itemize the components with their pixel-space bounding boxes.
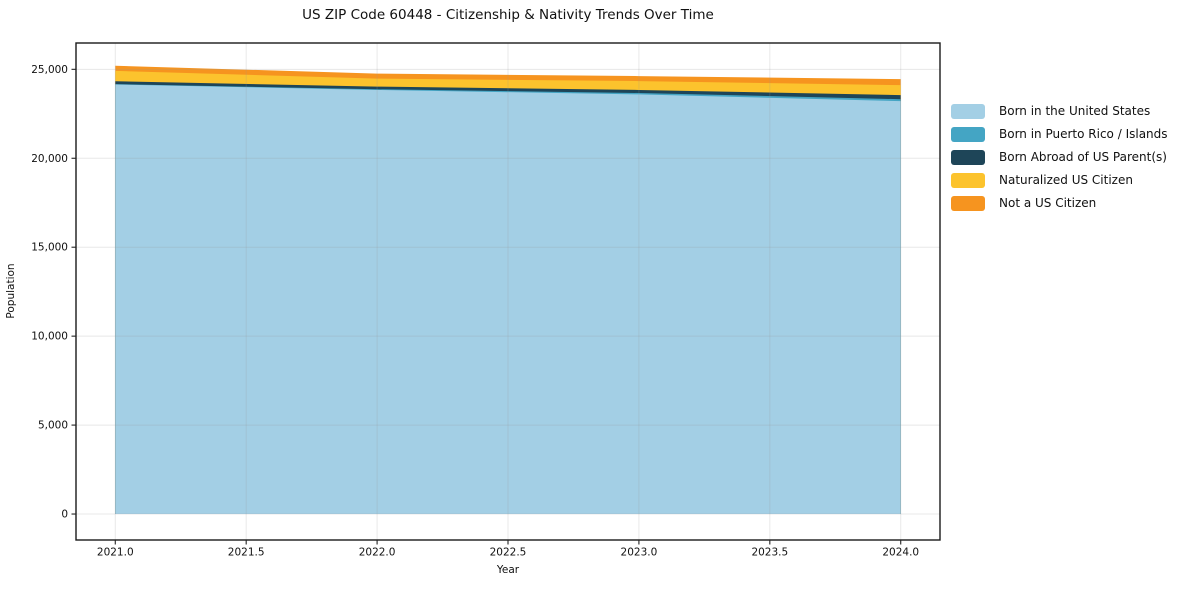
x-tick-label: 2022.0 [359,547,396,559]
x-tick-label: 2024.0 [882,547,919,559]
legend-item-not-a-us-citizen: Not a US Citizen [951,196,1168,211]
y-tick-label: 10,000 [31,331,68,343]
legend-swatch [951,127,985,142]
area-born-in-the-united-states [115,84,901,515]
legend-swatch [951,196,985,211]
legend-item-born-in-the-united-states: Born in the United States [951,104,1168,119]
y-tick-label: 20,000 [31,153,68,165]
legend-label: Born in the United States [999,104,1151,118]
x-axis-label: Year [496,564,520,576]
legend-item-naturalized-us-citizen: Naturalized US Citizen [951,173,1168,188]
x-tick-label: 2023.0 [621,547,658,559]
legend-item-born-in-puerto-rico-islands: Born in Puerto Rico / Islands [951,127,1168,142]
legend-swatch [951,104,985,119]
legend-label: Not a US Citizen [999,196,1097,210]
y-axis-label: Population [5,263,17,319]
legend-label: Naturalized US Citizen [999,173,1133,187]
chart-title: US ZIP Code 60448 - Citizenship & Nativi… [302,7,714,23]
legend-swatch [951,173,985,188]
x-tick-label: 2023.5 [751,547,788,559]
y-tick-label: 5,000 [38,420,68,432]
legend: Born in the United States Born in Puerto … [951,104,1168,219]
legend-label: Born in Puerto Rico / Islands [999,127,1168,141]
y-tick-label: 0 [61,509,68,521]
x-tick-label: 2021.5 [228,547,265,559]
x-tick-label: 2021.0 [97,547,134,559]
legend-swatch [951,150,985,165]
x-tick-label: 2022.5 [490,547,527,559]
y-tick-label: 15,000 [31,242,68,254]
legend-label: Born Abroad of US Parent(s) [999,150,1167,164]
y-tick-label: 25,000 [31,64,68,76]
legend-item-born-abroad-of-us-parent-s: Born Abroad of US Parent(s) [951,150,1168,165]
